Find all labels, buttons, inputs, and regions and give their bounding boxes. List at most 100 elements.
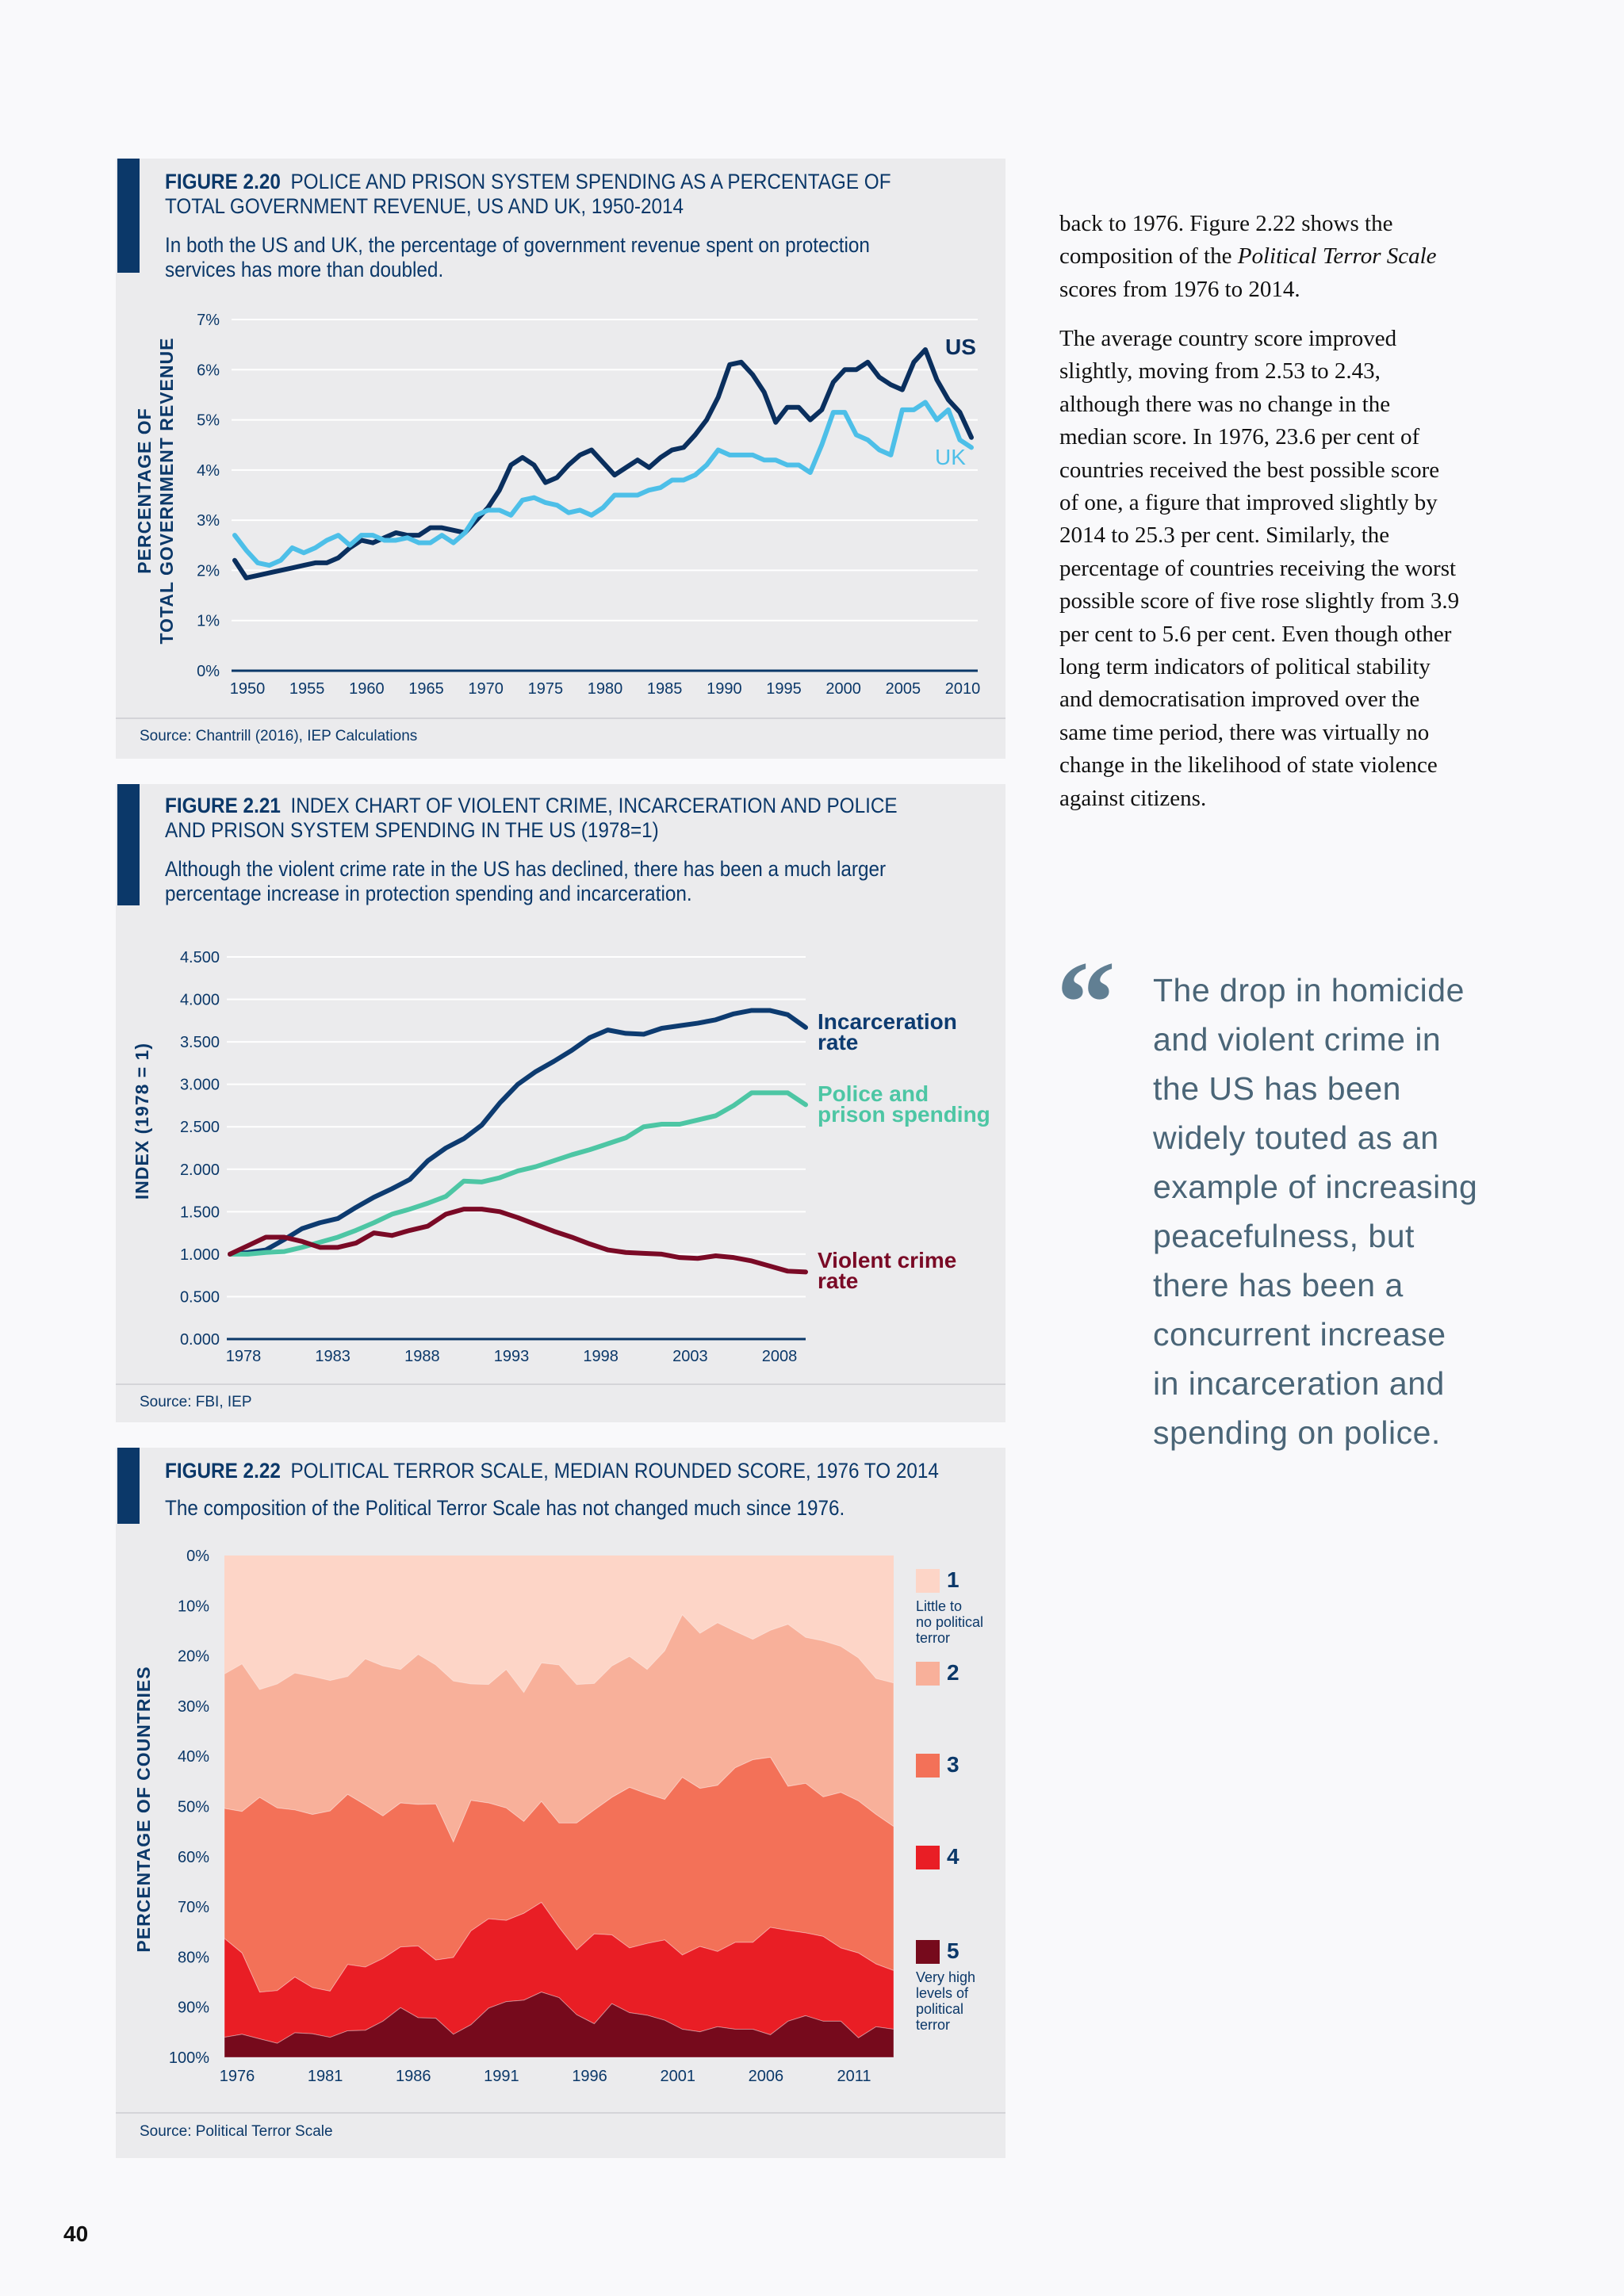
y-axis-title-line: TOTAL GOVERNMENT REVENUE [156, 337, 177, 645]
legend-swatch-2 [916, 1662, 940, 1686]
figure-title-line: TOTAL GOVERNMENT REVENUE, US AND UK, 195… [165, 194, 684, 218]
text-line: back to 1976. Figure 2.22 shows the [1059, 211, 1393, 236]
legend-swatch-4 [916, 1846, 940, 1869]
text-line: of one, a figure that improved slightly … [1059, 490, 1438, 516]
text-line: and violent crime in [1153, 1021, 1442, 1058]
note-line: terror [916, 1630, 951, 1646]
figure-2-20-panel: FIGURE 2.20 POLICE AND PRISON SYSTEM SPEN… [116, 159, 1005, 759]
legend-label-4: 4 [947, 1844, 959, 1869]
figure-accent-bar [117, 1448, 140, 1524]
note-line: Little to [916, 1598, 963, 1614]
series-label-violent-crime: Violent crime rate [818, 1248, 957, 1293]
subtitle-line: The composition of the Political Terror … [165, 1496, 845, 1520]
italic-term: Political Terror Scale [1237, 243, 1437, 270]
y-axis-title: INDEX (1978 = 1) [132, 1042, 152, 1200]
text-line: The drop in homicide [1153, 972, 1465, 1008]
legend-label-2: 2 [947, 1660, 959, 1685]
figure-subtitle: Although the violent crime rate in the U… [165, 857, 964, 906]
subtitle-line: Although the violent crime rate in the U… [165, 857, 887, 881]
text-line: the US has been [1153, 1070, 1401, 1107]
label-line: Violent crime [818, 1248, 957, 1272]
text-line: change in the likelihood of state violen… [1059, 752, 1438, 779]
legend-swatch-3 [916, 1754, 940, 1777]
label-line: Police and [818, 1081, 929, 1106]
text-line: although there was no change in the [1059, 391, 1391, 417]
figure-2-22-panel: FIGURE 2.22 POLITICAL TERROR SCALE, MEDIA… [116, 1448, 1005, 2158]
figure-title-line: FIGURE 2.22 POLITICAL TERROR SCALE, MEDIA… [165, 1459, 964, 1483]
y-axis-title-line: PERCENTAGE OF [134, 408, 155, 574]
figure-source: Source: Chantrill (2016), IEP Calculatio… [140, 728, 418, 744]
figure-accent-bar [117, 159, 140, 273]
legend-note-5: Very high levels of political terror [916, 1969, 975, 2033]
subtitle-line: percentage increase in protection spendi… [165, 882, 692, 905]
legend-label-3: 3 [947, 1752, 959, 1777]
text-line: same time period, there was virtually no [1059, 719, 1430, 745]
source-divider [116, 1383, 1005, 1385]
text-line: example of increasing [1153, 1169, 1478, 1205]
text-line: slightly, moving from 2.53 to 2.43, [1059, 358, 1381, 385]
text-line: in incarceration and [1153, 1365, 1445, 1402]
note-line: political [916, 2001, 964, 2017]
text-span: composition of the [1059, 243, 1238, 270]
text-line: countries received the best possible sco… [1059, 457, 1440, 483]
text-line: spending on police. [1153, 1414, 1441, 1451]
label-line: Incarceration [818, 1009, 957, 1034]
y-axis-title: PERCENTAGE OF COUNTRIES [133, 1666, 154, 1953]
label-line: rate [818, 1269, 859, 1293]
text-line: possible score of five rose slightly fro… [1059, 588, 1460, 614]
subtitle-line: services has more than doubled. [165, 258, 444, 281]
figure-source: Source: FBI, IEP [140, 1394, 252, 1410]
figure-source: Source: Political Terror Scale [140, 2123, 333, 2140]
page-number: 40 [63, 2221, 89, 2246]
body-paragraph-1: back to 1976. Figure 2.22 shows the comp… [1059, 208, 1437, 306]
text-line: median score. In 1976, 23.6 per cent of [1059, 424, 1420, 450]
figure-accent-bar [117, 784, 140, 905]
figure-title-line: FIGURE 2.21 INDEX CHART OF VIOLENT CRIME,… [165, 794, 964, 818]
body-paragraph-2: The average country score improved slight… [1059, 323, 1459, 815]
note-line: levels of [916, 1985, 969, 2001]
legend-label-5: 5 [947, 1938, 959, 1963]
figure-title: POLICE AND PRISON SYSTEM SPENDING AS A P… [290, 170, 891, 193]
label-line: rate [818, 1030, 859, 1054]
quote-mark-icon: “ [1056, 937, 1116, 1069]
figure-header: FIGURE 2.20 POLICE AND PRISON SYSTEM SPEN… [165, 170, 964, 282]
text-line: concurrent increase [1153, 1316, 1446, 1353]
text-line: The average country score improved [1059, 326, 1397, 351]
note-line: no political [916, 1614, 984, 1630]
figure-header: FIGURE 2.21 INDEX CHART OF VIOLENT CRIME,… [165, 794, 964, 906]
note-line: terror [916, 2017, 951, 2033]
text-line: widely touted as an [1153, 1119, 1439, 1156]
text-line: and democratisation improved over the [1059, 687, 1420, 713]
text-line: there has been a [1153, 1267, 1404, 1303]
figure-header: FIGURE 2.22 POLITICAL TERROR SCALE, MEDIA… [165, 1459, 964, 1521]
series-label-police-spending: Police and prison spending [818, 1081, 990, 1127]
text-line: against citizens. [1059, 785, 1207, 811]
figure-subtitle: In both the US and UK, the percentage of… [165, 233, 964, 282]
figure-title-line: FIGURE 2.20 POLICE AND PRISON SYSTEM SPEN… [165, 170, 964, 194]
source-divider [116, 718, 1005, 719]
figure-label: FIGURE 2.20 [165, 170, 281, 193]
series-label-uk: UK [935, 445, 966, 469]
text-line: peacefulness, but [1153, 1218, 1415, 1254]
legend-note-1: Little to no political terror [916, 1598, 983, 1646]
text-line: long term indicators of political stabil… [1059, 654, 1431, 680]
text-line: 2014 to 25.3 per cent. Similarly, the [1059, 522, 1390, 549]
text-line: composition of the Political Terror Scal… [1059, 240, 1437, 273]
text-line: percentage of countries receiving the wo… [1059, 555, 1457, 581]
figure-title: INDEX CHART OF VIOLENT CRIME, INCARCERAT… [290, 794, 898, 817]
label-line: prison spending [818, 1102, 990, 1127]
figure-subtitle: The composition of the Political Terror … [165, 1496, 964, 1521]
subtitle-line: In both the US and UK, the percentage of… [165, 233, 870, 257]
note-line: Very high [916, 1969, 976, 1985]
figure-label: FIGURE 2.22 [165, 1459, 281, 1483]
legend-swatch-1 [916, 1569, 940, 1593]
series-label-us: US [945, 335, 976, 359]
legend-swatch-5 [916, 1940, 940, 1964]
series-label-incarceration: Incarceration rate [818, 1009, 957, 1054]
text-line: scores from 1976 to 2014. [1059, 276, 1300, 302]
y-axis-title: PERCENTAGE OF TOTAL GOVERNMENT REVENUE [133, 338, 178, 645]
text-line: per cent to 5.6 per cent. Even though ot… [1059, 621, 1452, 647]
figure-title: POLITICAL TERROR SCALE, MEDIAN ROUNDED S… [290, 1459, 939, 1483]
pull-quote: The drop in homicide and violent crime in… [1153, 966, 1477, 1457]
legend-label-1: 1 [947, 1567, 959, 1592]
